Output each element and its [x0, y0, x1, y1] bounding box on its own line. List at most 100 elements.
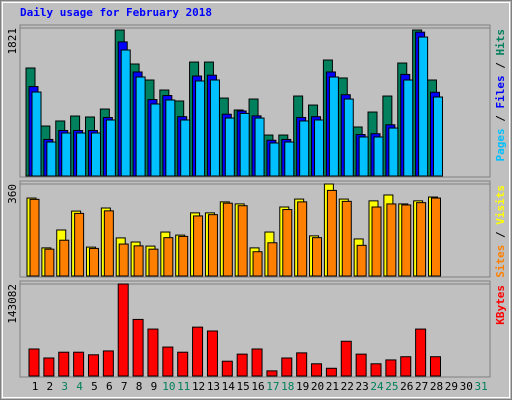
- bar: [44, 248, 55, 277]
- bar: [239, 112, 250, 177]
- bar: [73, 351, 85, 377]
- bar: [296, 352, 308, 377]
- legend-entry: Sites: [494, 245, 507, 278]
- x-tick-label: 12: [192, 380, 205, 393]
- bar: [206, 330, 218, 377]
- x-tick-label: 2: [47, 380, 54, 393]
- bar: [269, 142, 280, 177]
- y-tick-label: 1821: [6, 28, 19, 55]
- bar: [58, 351, 70, 377]
- bar: [163, 237, 174, 277]
- bar: [105, 119, 116, 177]
- bar: [90, 132, 101, 177]
- bar: [311, 363, 323, 377]
- bar: [165, 99, 176, 177]
- bar: [403, 79, 414, 177]
- bar: [28, 348, 40, 377]
- bar: [328, 76, 339, 177]
- bar: [74, 212, 85, 277]
- legend-entry: KBytes: [494, 285, 507, 325]
- x-tick-label: 20: [311, 380, 324, 393]
- bar: [133, 245, 144, 277]
- bar: [118, 243, 129, 277]
- bar: [416, 202, 427, 277]
- bar: [195, 80, 206, 177]
- bar: [371, 206, 382, 277]
- x-tick-label: 1: [32, 380, 39, 393]
- x-tick-label: 23: [356, 380, 369, 393]
- bar: [343, 98, 354, 177]
- bar: [103, 210, 114, 277]
- bar: [267, 242, 278, 277]
- legend: KBytes: [494, 285, 507, 325]
- x-tick-label: 18: [281, 380, 294, 393]
- bar: [61, 132, 72, 177]
- bar: [254, 117, 265, 177]
- bar: [370, 363, 382, 377]
- x-tick-label: 31: [474, 380, 487, 393]
- bar: [102, 350, 114, 377]
- bar: [299, 120, 310, 177]
- bar: [43, 357, 55, 377]
- x-tick-label: 6: [106, 380, 113, 393]
- bar: [432, 96, 443, 177]
- bar: [281, 357, 293, 377]
- legend-separator: /: [494, 109, 507, 129]
- bar: [150, 103, 161, 177]
- x-tick-label: 26: [400, 380, 413, 393]
- bar: [224, 117, 235, 177]
- x-tick-label: 16: [251, 380, 264, 393]
- bar: [430, 197, 441, 277]
- bar: [46, 141, 57, 177]
- legend: Pages / Files / Hits: [494, 29, 507, 162]
- chart-title: Daily usage for February 2018: [20, 6, 212, 19]
- bar: [180, 119, 191, 177]
- bar: [120, 49, 131, 177]
- x-tick-label: 29: [445, 380, 458, 393]
- x-tick-label: 19: [296, 380, 309, 393]
- x-tick-label: 15: [237, 380, 250, 393]
- x-tick-label: 13: [207, 380, 220, 393]
- bar: [209, 79, 220, 177]
- x-tick-label: 4: [76, 380, 83, 393]
- bar: [59, 239, 70, 277]
- bar: [282, 209, 293, 277]
- bar: [252, 251, 263, 277]
- bar: [325, 367, 337, 377]
- bar: [388, 127, 399, 177]
- legend-entry: Hits: [494, 29, 507, 56]
- x-tick-label: 17: [266, 380, 279, 393]
- bar: [386, 203, 397, 277]
- bar: [340, 340, 352, 377]
- bar: [222, 202, 233, 277]
- bar: [326, 189, 337, 277]
- x-tick-label: 10: [162, 380, 175, 393]
- x-tick-label: 21: [326, 380, 339, 393]
- bar: [192, 326, 204, 377]
- y-tick-label: 143082: [6, 284, 19, 324]
- x-tick-label: 27: [415, 380, 428, 393]
- bar: [87, 354, 99, 377]
- x-tick-label: 25: [385, 380, 398, 393]
- bar: [297, 201, 308, 277]
- bar: [117, 283, 129, 377]
- bar: [341, 200, 352, 277]
- bar: [429, 356, 441, 377]
- x-tick-label: 8: [136, 380, 143, 393]
- x-tick-label: 5: [91, 380, 98, 393]
- bar: [31, 91, 42, 177]
- bar: [284, 141, 295, 177]
- bar: [237, 205, 248, 277]
- legend-entry: Files: [494, 75, 507, 108]
- bar: [312, 237, 323, 277]
- bar: [221, 360, 233, 377]
- x-tick-label: 24: [370, 380, 384, 393]
- bar: [178, 235, 189, 277]
- bar: [236, 353, 248, 377]
- bar: [148, 248, 159, 277]
- bar: [401, 204, 412, 277]
- x-tick-label: 28: [430, 380, 443, 393]
- legend-entry: Visits: [494, 185, 507, 225]
- legend-separator: /: [494, 56, 507, 76]
